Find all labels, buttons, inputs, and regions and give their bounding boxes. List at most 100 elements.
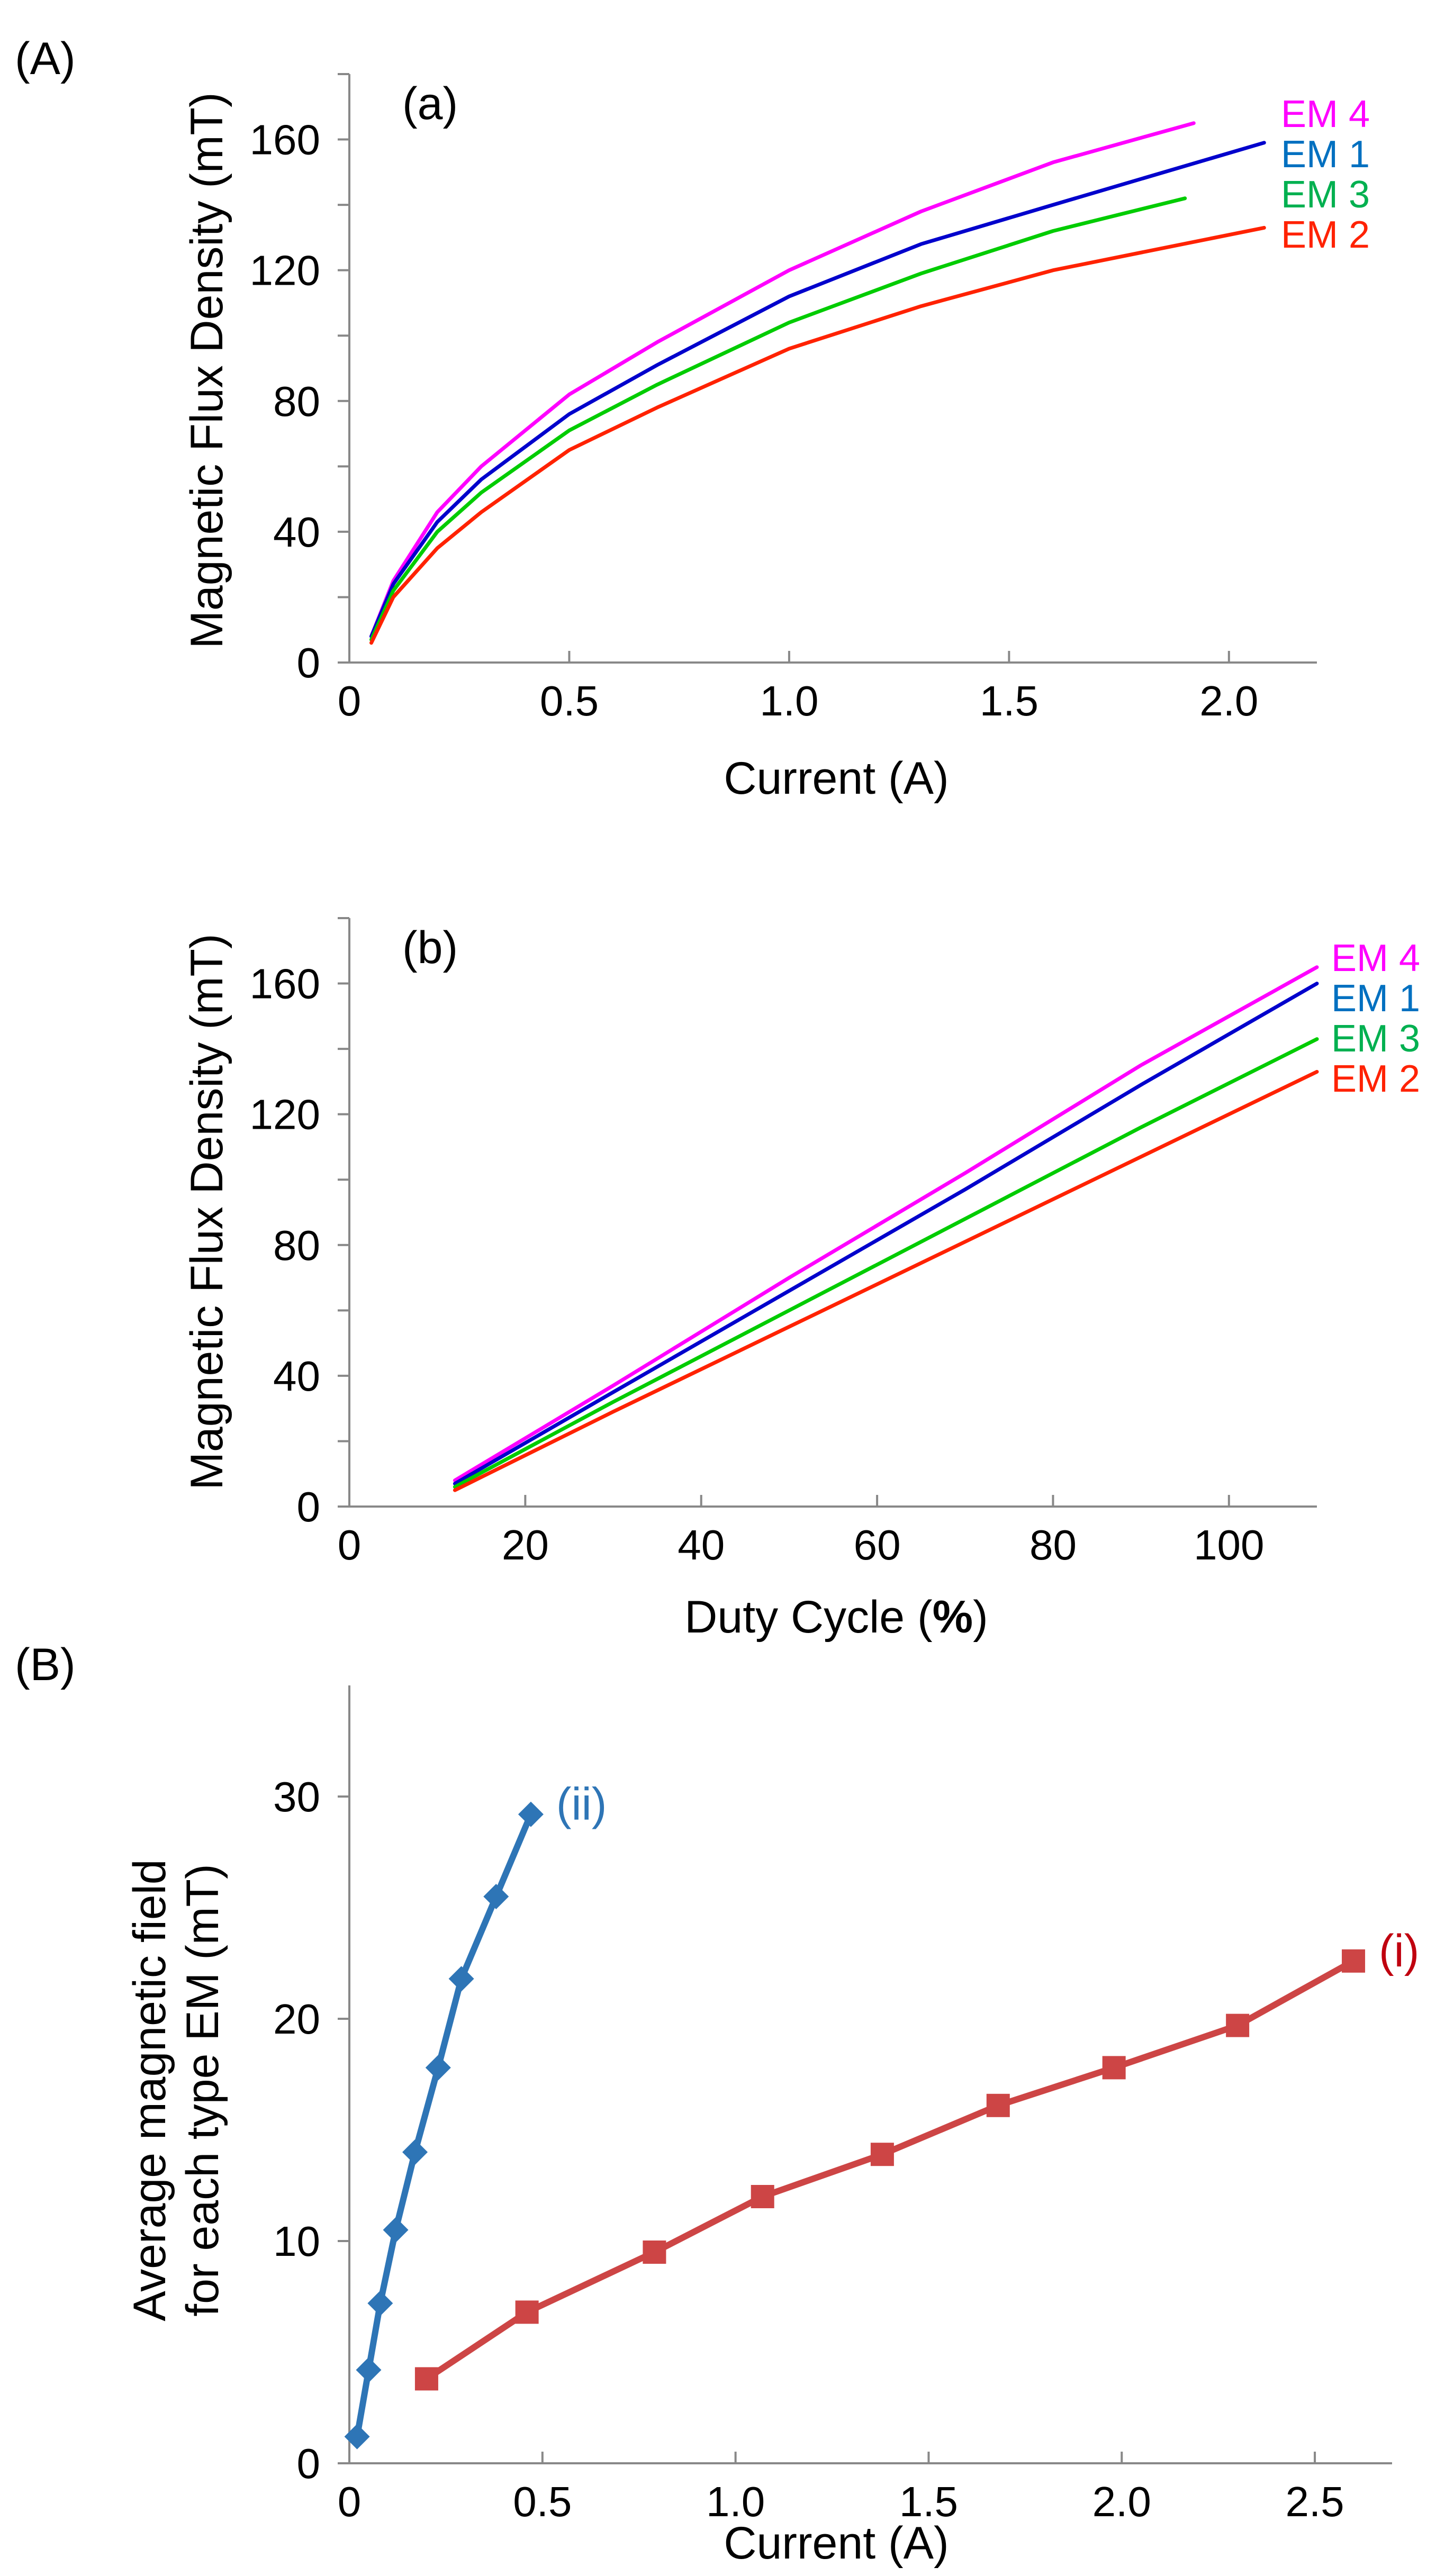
data-point-square (1102, 2056, 1126, 2080)
legend-em: EM (1331, 1018, 1399, 1060)
x-tick-label: 0 (338, 677, 362, 724)
x-tick-label: 0 (338, 1521, 362, 1568)
y-tick-label: 30 (273, 1773, 320, 1820)
y-tick-label: 0 (297, 2440, 321, 2487)
x-tick-label: 100 (1194, 1521, 1264, 1568)
chart-B-series-labels: (ii) (i) (556, 1779, 1420, 1976)
legend-item: EM 3 (1331, 1018, 1420, 1060)
x-tick-label: 0 (338, 2478, 362, 2525)
x-tick-label: 80 (1029, 1521, 1077, 1568)
chart-b-xlabel-text: Duty Cycle ( (684, 1592, 933, 1643)
chart-B-xlabel: Current (A) (724, 2518, 949, 2569)
y-tick-label: 40 (273, 1353, 320, 1400)
legend-em: EM (1331, 937, 1399, 979)
chart-b-series (453, 965, 1319, 1492)
chart-a-subtitle: (a) (402, 78, 458, 129)
data-point-diamond (425, 2055, 451, 2081)
y-tick-label: 20 (273, 1996, 320, 2043)
x-tick-label: 1.5 (899, 2478, 958, 2525)
data-point-diamond (483, 1884, 509, 1909)
legend-item: EM 4 (1281, 93, 1370, 135)
y-tick-label: 80 (273, 1222, 320, 1269)
chart-B-x-ticks: 0 0.5 1.0 1.5 2.0 2.5 (338, 2452, 1344, 2525)
data-point-square (515, 2300, 539, 2324)
data-point-square (870, 2143, 894, 2166)
x-tick-label: 0.5 (513, 2478, 572, 2525)
legend-item: EM 3 (1281, 174, 1370, 216)
x-tick-label: 40 (678, 1521, 725, 1568)
y-tick-label: 40 (273, 509, 320, 556)
legend-em: EM (1281, 93, 1349, 135)
y-tick-label: 0 (297, 1483, 321, 1530)
legend-em: EM (1281, 214, 1349, 256)
legend-num: 2 (1349, 214, 1370, 256)
x-tick-label: 2.0 (1092, 2478, 1151, 2525)
data-point-diamond (356, 2357, 382, 2383)
legend-item: EM 2 (1281, 214, 1370, 256)
legend-num: 3 (1399, 1018, 1420, 1060)
chart-b-ylabel: Magnetic Flux Density (mT) (182, 933, 232, 1490)
panel-b-label: (B) (15, 1639, 76, 1690)
chart-b-xlabel-end: ) (973, 1592, 988, 1643)
x-tick-label: 20 (502, 1521, 549, 1568)
chart-b-xlabel-percent: % (933, 1592, 973, 1643)
chart-b-legend: EM 4EM 1EM 3EM 2 (1331, 937, 1420, 1100)
data-point-diamond (448, 1966, 474, 1992)
series-line (453, 982, 1319, 1486)
legend-num: 1 (1399, 977, 1420, 1020)
chart-a-y-ticks: 0 40 80 120 160 (250, 73, 349, 686)
x-tick-label: 2.0 (1199, 677, 1258, 724)
chart-a-legend: EM 4EM 1EM 3EM 2 (1281, 93, 1370, 256)
chart-b-subtitle: (b) (402, 922, 458, 973)
legend-num: 4 (1349, 93, 1370, 135)
data-point-diamond (518, 1801, 544, 1827)
series-line (369, 196, 1187, 642)
panel-a-label: (A) (15, 33, 76, 84)
y-tick-label: 120 (250, 1091, 320, 1138)
data-point-diamond (402, 2139, 428, 2165)
series-label: (i) (1379, 1926, 1419, 1976)
data-point-square (643, 2241, 666, 2264)
legend-item: EM 4 (1331, 937, 1420, 979)
x-tick-label: 0.5 (540, 677, 599, 724)
chart-B-ylabel-line2: for each type EM (mT) (177, 1864, 228, 2316)
y-tick-label: 10 (273, 2218, 320, 2265)
y-tick-label: 120 (250, 247, 320, 294)
legend-item: EM 1 (1281, 133, 1370, 176)
series-line (453, 965, 1319, 1483)
y-tick-label: 80 (273, 378, 320, 425)
data-point-square (1226, 2013, 1250, 2037)
chart-B-series (344, 1801, 1366, 2450)
legend-item: EM 1 (1331, 977, 1420, 1020)
chart-a-ylabel: Magnetic Flux Density (mT) (182, 92, 232, 648)
legend-em: EM (1331, 1058, 1399, 1100)
y-tick-label: 0 (297, 639, 321, 686)
chart-a-series (369, 121, 1266, 645)
series-line (354, 1811, 534, 2440)
y-tick-label: 160 (250, 960, 320, 1008)
data-point-square (414, 2367, 438, 2391)
chart-B-ylabel-line1: Average magnetic field (124, 1859, 175, 2321)
data-point-square (1342, 1949, 1366, 1973)
x-tick-label: 1.0 (760, 677, 818, 724)
legend-em: EM (1281, 174, 1349, 216)
series-label: (ii) (556, 1779, 607, 1830)
legend-em: EM (1281, 133, 1349, 176)
legend-num: 3 (1349, 174, 1370, 216)
legend-num: 4 (1399, 937, 1420, 979)
series-line (453, 1069, 1319, 1492)
series-line (423, 1957, 1357, 2382)
y-tick-label: 160 (250, 116, 320, 164)
legend-num: 1 (1349, 133, 1370, 176)
legend-em: EM (1331, 977, 1399, 1020)
data-point-square (751, 2185, 774, 2208)
legend-item: EM 2 (1331, 1058, 1420, 1100)
chart-b-y-ticks: 0 40 80 120 160 (250, 917, 349, 1530)
chart-a-x-ticks: 0 0.5 1.0 1.5 2.0 (338, 651, 1258, 724)
chart-a-xlabel: Current (A) (724, 753, 949, 804)
data-point-diamond (367, 2290, 393, 2316)
series-line (369, 225, 1266, 645)
